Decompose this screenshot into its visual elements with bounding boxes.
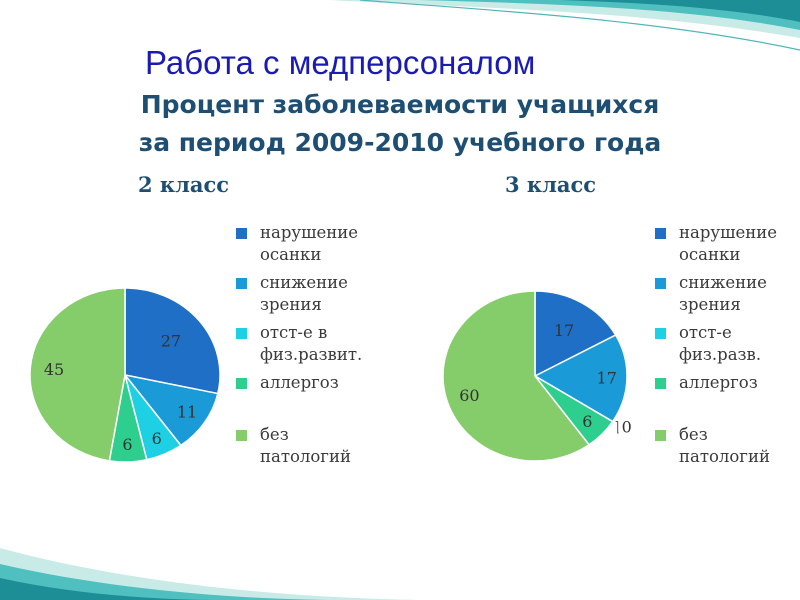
bottom-wave — [0, 564, 340, 600]
legend-label: снижение зрения — [679, 273, 767, 314]
slice-label-1: 17 — [554, 321, 574, 340]
legend-label: без патологий — [679, 425, 770, 466]
slice-label-2: 11 — [177, 403, 197, 422]
slice-label-5: 60 — [459, 386, 479, 405]
legend-label: снижение зрения — [260, 273, 348, 314]
legend-label: аллергоз — [260, 373, 339, 392]
legend-swatch — [655, 228, 666, 239]
legend-swatch — [236, 328, 247, 339]
slice-label-4: 6 — [122, 435, 132, 454]
legend-swatch — [236, 228, 247, 239]
pie-slice-2 — [123, 373, 219, 447]
chart-title-class-2: 2 класс — [138, 172, 230, 197]
slice-label-2: 17 — [597, 369, 617, 388]
pie-slice-5 — [29, 287, 126, 462]
legend-swatch — [655, 430, 666, 441]
legend-label: нарушение осанки — [679, 223, 777, 264]
legend-swatch — [655, 378, 666, 389]
slice-label-4: 6 — [582, 412, 592, 431]
legend-swatch — [236, 278, 247, 289]
bottom-wave-dark — [0, 578, 220, 600]
legend-label: аллергоз — [679, 373, 758, 392]
pie-slice-5 — [442, 290, 591, 462]
slide-subtitle-line2: за период 2009-2010 учебного года — [138, 128, 662, 157]
legend-label: без патологий — [260, 425, 351, 466]
legend-swatch — [655, 278, 666, 289]
chart-title-class-3: 3 класс — [505, 172, 597, 197]
slice-label-1: 27 — [161, 332, 181, 351]
legend-label: отст-е в физ.развит. — [260, 323, 363, 364]
legend-swatch — [236, 378, 247, 389]
slice-label-5: 45 — [44, 360, 64, 379]
pie-slice-2 — [533, 334, 628, 423]
pie-slice-1 — [534, 290, 617, 378]
legend-label: нарушение осанки — [260, 223, 358, 264]
slide-subtitle: Процент заболеваемости учащихся за перио… — [110, 86, 690, 162]
slide-subtitle-line1: Процент заболеваемости учащихся — [140, 90, 660, 119]
top-wave-line — [359, 0, 800, 51]
slice-leader-line-3 — [615, 421, 619, 434]
slide-title: Работа с медперсоналом — [145, 44, 536, 81]
slice-label-3: 0 — [622, 418, 632, 437]
pie-slice-1 — [124, 287, 221, 395]
top-wave-dark — [560, 0, 800, 22]
slice-label-3: 6 — [152, 429, 162, 448]
legend-swatch — [236, 430, 247, 441]
legend-swatch — [655, 328, 666, 339]
legend-label: отст-е физ.разв. — [679, 323, 762, 364]
